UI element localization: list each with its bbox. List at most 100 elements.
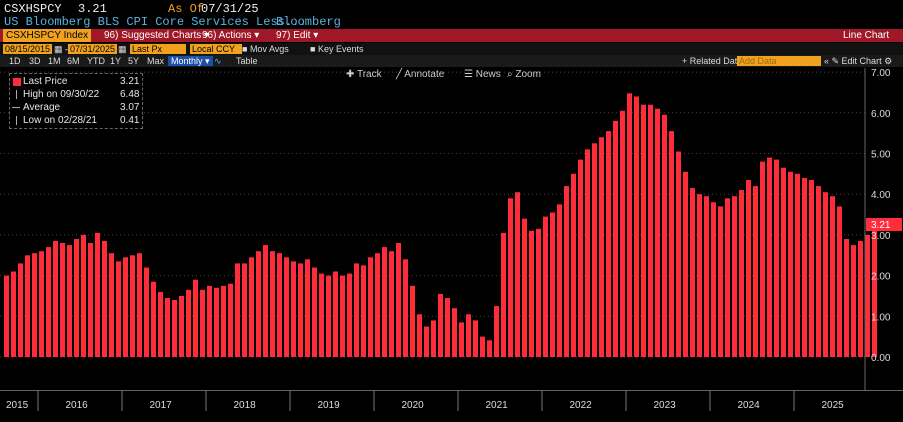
period-6m[interactable]: 6M — [67, 56, 80, 66]
x-tick-label: 2024 — [738, 400, 761, 411]
calendar-icon[interactable]: ▦ – — [54, 44, 71, 54]
bar — [32, 253, 37, 357]
bar — [571, 173, 576, 357]
bar — [102, 241, 107, 357]
ticker[interactable]: CSXHSPCY — [4, 2, 62, 16]
bar — [193, 279, 198, 357]
period-1m[interactable]: 1M — [48, 56, 61, 66]
bar — [18, 263, 23, 357]
bar — [711, 202, 716, 357]
mov-avgs-toggle[interactable]: ■ Mov Avgs — [242, 44, 289, 54]
bar — [795, 173, 800, 357]
bar-chart[interactable]: 0.00 1.00 2.00 3.00 4.00 5.00 6.00 7.00 3.21 — [0, 68, 903, 390]
x-axis-labels: 2015 2016 2017 2018 2019 2020 2021 2022 2023 2024… — [6, 391, 845, 411]
edit-chart-button[interactable]: « ✎ Edit Chart ⚙ — [824, 56, 893, 66]
bar — [564, 186, 569, 357]
bar — [305, 259, 310, 357]
high-marker-icon — [16, 90, 17, 99]
period-1y[interactable]: 1Y — [110, 56, 122, 66]
key-events-toggle[interactable]: ■ Key Events — [310, 44, 364, 54]
bar — [851, 245, 856, 357]
index-field[interactable]: CSXHSPCY Index — [3, 29, 92, 42]
currency-selector[interactable]: Local CCY — [190, 44, 242, 54]
parameters-bar: 08/15/2015 ▦ – 07/31/2025 ▦ Last Px Loca… — [0, 43, 903, 55]
bar — [179, 295, 184, 357]
bar — [753, 186, 758, 357]
menu-bar: CSXHSPCY Index 96) Suggested Charts ▾ 96… — [0, 29, 903, 42]
bar — [46, 247, 51, 357]
x-axis: 2015 2016 2017 2018 2019 2020 2021 2022 2023 2024… — [0, 390, 903, 419]
bar — [235, 263, 240, 357]
related-data-button[interactable]: + Related Data — [682, 56, 743, 66]
bar — [634, 96, 639, 357]
bar — [788, 171, 793, 357]
period-1d[interactable]: 1D — [9, 56, 21, 66]
period-3d[interactable]: 3D — [29, 56, 41, 66]
bar — [718, 206, 723, 357]
bar — [361, 265, 366, 357]
bar — [4, 275, 9, 357]
x-tick-label: 2025 — [822, 400, 845, 411]
track-tool[interactable]: ✚ Track — [346, 69, 382, 80]
frequency-selector[interactable]: Monthly ▾ — [168, 56, 213, 66]
actions-menu[interactable]: 96) Actions ▾ — [202, 30, 260, 41]
bar — [438, 293, 443, 357]
last-value: 3.21 — [78, 2, 107, 16]
period-5y[interactable]: 5Y — [128, 56, 140, 66]
news-tool[interactable]: ☰ News — [464, 69, 501, 80]
y-tick-label: 3.00 — [871, 231, 891, 242]
bar — [396, 243, 401, 357]
bar — [60, 243, 65, 357]
bar — [578, 159, 583, 357]
suggested-charts-menu[interactable]: 96) Suggested Charts ▾ — [104, 30, 210, 41]
legend-low: Low on 02/28/21 0.41 — [10, 115, 142, 127]
bar — [872, 226, 877, 357]
bar — [585, 149, 590, 357]
bar — [858, 241, 863, 357]
x-tick-label: 2023 — [654, 400, 677, 411]
as-of-date: 07/31/25 — [201, 2, 259, 16]
y-axis-ticks: 0.00 1.00 2.00 3.00 4.00 5.00 6.00 7.00 — [871, 68, 891, 364]
bar — [767, 157, 772, 357]
table-button[interactable]: Table — [236, 56, 258, 66]
chart-type-label[interactable]: Line Chart — [843, 30, 890, 41]
period-bar: 1D 3D 1M 6M YTD 1Y 5Y Max Monthly ▾ ∿ Ta… — [0, 55, 903, 67]
calendar-icon[interactable]: ▦ — [118, 44, 127, 54]
bar — [781, 167, 786, 357]
bar — [389, 251, 394, 357]
chart-icon[interactable]: ∿ — [214, 56, 222, 66]
start-date-field[interactable]: 08/15/2015 — [3, 44, 53, 54]
bar — [508, 198, 513, 357]
bar — [494, 306, 499, 357]
period-max[interactable]: Max — [147, 56, 165, 66]
bar — [144, 267, 149, 357]
y-tick-label: 1.00 — [871, 312, 891, 323]
series-swatch — [13, 78, 21, 86]
data-source: Bloomberg — [276, 15, 341, 29]
low-marker-icon — [16, 116, 17, 125]
bar — [809, 180, 814, 357]
zoom-tool[interactable]: ⌕ Zoom — [507, 69, 541, 80]
annotate-tool[interactable]: ╱ Annotate — [396, 69, 445, 80]
bar — [802, 177, 807, 357]
bar — [690, 188, 695, 357]
bar — [725, 198, 730, 357]
bar — [88, 243, 93, 357]
bar — [228, 283, 233, 357]
add-data-input[interactable]: Add Data — [737, 56, 821, 66]
bar — [130, 255, 135, 358]
period-ytd[interactable]: YTD — [87, 56, 105, 66]
bar — [648, 104, 653, 357]
bar — [830, 196, 835, 357]
mov-avgs-label: Mov Avgs — [249, 44, 289, 54]
field-selector[interactable]: Last Px — [130, 44, 186, 54]
y-tick-label: 0.00 — [871, 353, 891, 364]
bar — [242, 263, 247, 357]
end-date-field[interactable]: 07/31/2025 — [68, 44, 118, 54]
bar — [816, 186, 821, 357]
edit-menu[interactable]: 97) Edit ▾ — [276, 30, 319, 41]
bar — [844, 239, 849, 357]
bar — [557, 204, 562, 357]
bar — [536, 228, 541, 357]
last-value-tag: 3.21 — [871, 220, 891, 231]
